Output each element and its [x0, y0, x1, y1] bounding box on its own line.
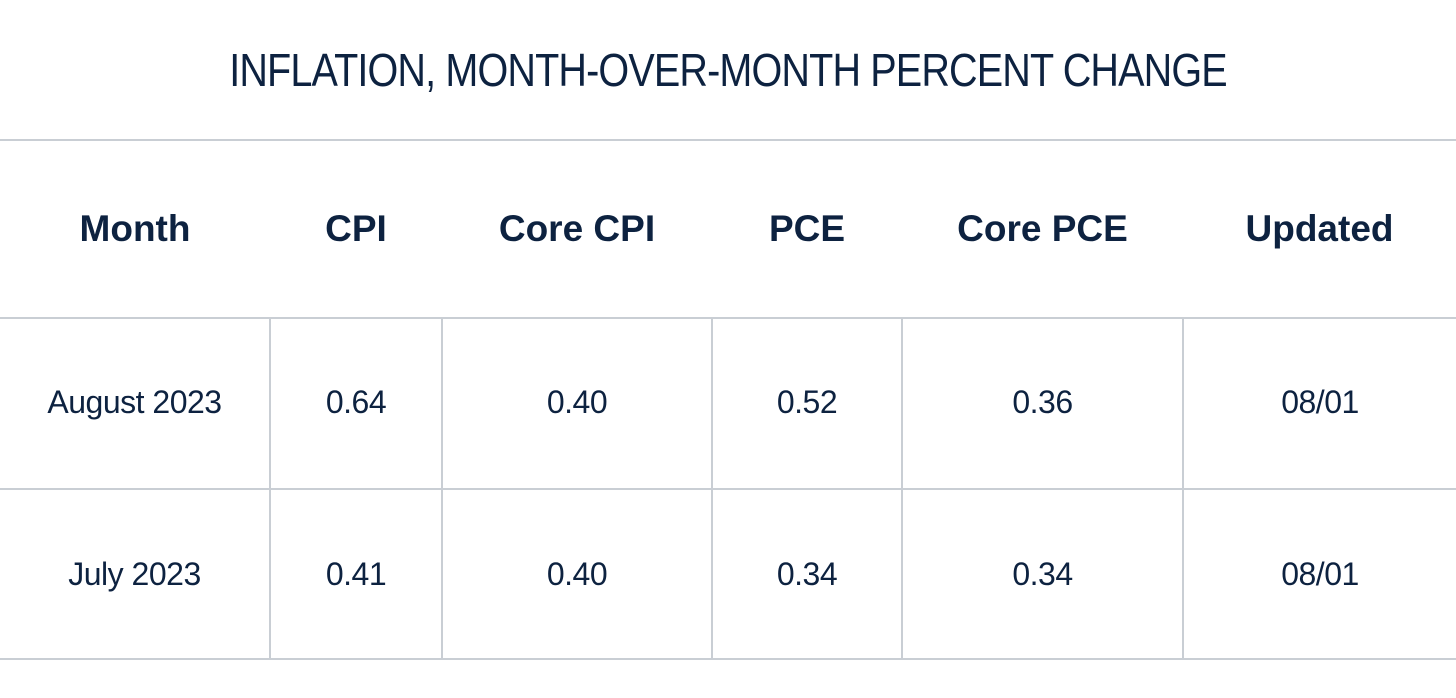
inflation-table: Month CPI Core CPI PCE Core PCE Updated … [0, 141, 1456, 660]
table-title: INFLATION, MONTH-OVER-MONTH PERCENT CHAN… [229, 44, 1227, 96]
cell-core-cpi: 0.40 [441, 317, 712, 490]
table-row: August 2023 0.64 0.40 0.52 0.36 08/01 [0, 317, 1456, 490]
cell-core-pce: 0.34 [901, 489, 1183, 660]
cell-updated: 08/01 [1182, 489, 1456, 660]
column-header-core-pce: Core PCE [957, 208, 1128, 249]
cell-core-cpi: 0.40 [441, 489, 712, 660]
header-row: Month CPI Core CPI PCE Core PCE Updated [0, 141, 1456, 317]
cell-pce: 0.34 [711, 489, 902, 660]
column-header-month: Month [79, 208, 191, 249]
column-header-core-cpi: Core CPI [498, 208, 656, 249]
title-divider [0, 139, 1456, 141]
cell-cpi: 0.41 [269, 489, 442, 660]
column-header-updated: Updated [1245, 208, 1394, 249]
header-divider [0, 317, 1456, 319]
cell-cpi: 0.64 [269, 317, 442, 490]
column-header-cpi: CPI [325, 208, 387, 249]
cell-core-pce: 0.36 [901, 317, 1183, 490]
cell-month: July 2023 [0, 489, 270, 660]
cell-month: August 2023 [0, 317, 270, 490]
cell-pce: 0.52 [711, 317, 902, 490]
column-header-pce: PCE [768, 208, 846, 249]
table-row: July 2023 0.41 0.40 0.34 0.34 08/01 [0, 489, 1456, 660]
cell-updated: 08/01 [1182, 317, 1456, 490]
